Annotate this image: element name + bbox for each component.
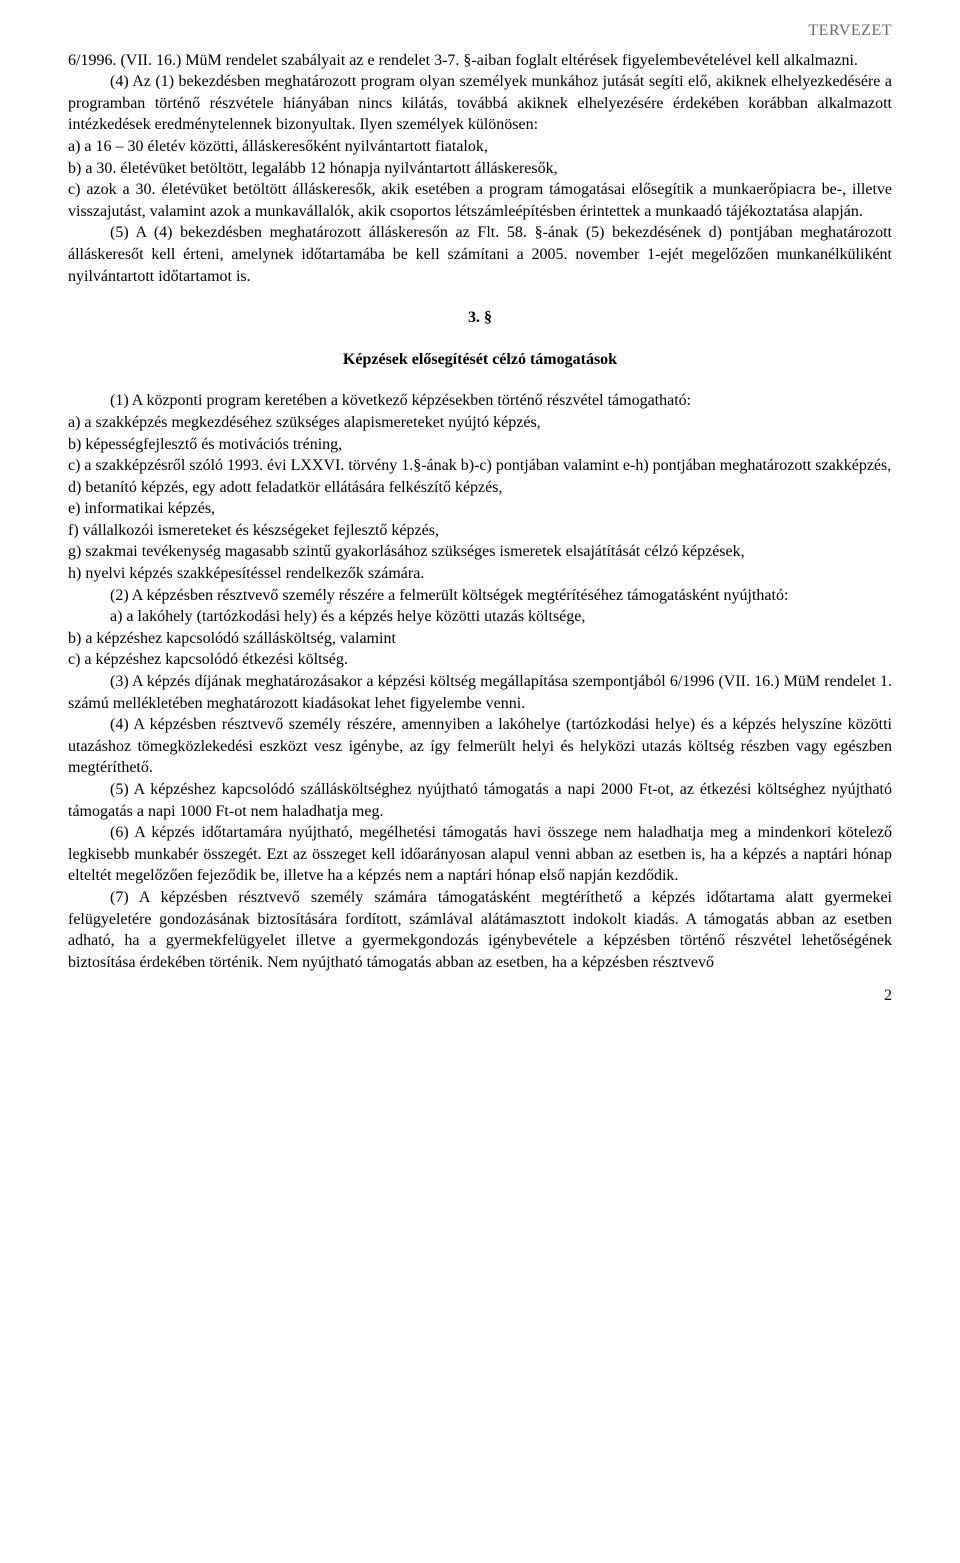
paragraph-s3-7: (7) A képzésben résztvevő személy számár…: [68, 887, 892, 973]
paragraph-5: (5) A (4) bekezdésben meghatározott állá…: [68, 222, 892, 287]
list-item-4a: a) a szakképzés megkezdéséhez szükséges …: [68, 412, 892, 434]
list-item-4f: f) vállalkozói ismereteket és készségeke…: [68, 520, 892, 542]
list-item-5a: a) a lakóhely (tartózkodási hely) és a k…: [68, 606, 892, 628]
paragraph-s3-6: (6) A képzés időtartamára nyújtható, meg…: [68, 822, 892, 887]
paragraph-s3-5: (5) A képzéshez kapcsolódó szállásköltsé…: [68, 779, 892, 822]
paragraph-intro: 6/1996. (VII. 16.) MüM rendelet szabálya…: [68, 50, 892, 72]
list-item-4c: c) a szakképzésről szóló 1993. évi LXXVI…: [68, 455, 892, 477]
section-title-3: Képzések elősegítését célzó támogatások: [68, 349, 892, 371]
list-item-4e: e) informatikai képzés,: [68, 498, 892, 520]
page-number: 2: [68, 985, 892, 1007]
list-item-4g: g) szakmai tevékenység magasabb szintű g…: [68, 541, 892, 563]
header-tervezet: TERVEZET: [68, 20, 892, 42]
paragraph-s3-2: (2) A képzésben résztvevő személy részér…: [68, 585, 892, 607]
paragraph-s3-3: (3) A képzés díjának meghatározásakor a …: [68, 671, 892, 714]
list-item-4b: b) képességfejlesztő és motivációs tréni…: [68, 434, 892, 456]
list-item-2b: b) a 30. életévüket betöltött, legalább …: [68, 158, 892, 180]
paragraph-s3-1: (1) A központi program keretében a követ…: [68, 390, 892, 412]
list-item-4h: h) nyelvi képzés szakképesítéssel rendel…: [68, 563, 892, 585]
list-item-5b: b) a képzéshez kapcsolódó szállásköltség…: [68, 628, 892, 650]
list-item-2a: a) a 16 – 30 életév közötti, álláskereső…: [68, 136, 892, 158]
section-number-3: 3. §: [68, 307, 892, 329]
list-item-4d: d) betanító képzés, egy adott feladatkör…: [68, 477, 892, 499]
paragraph-s3-4: (4) A képzésben résztvevő személy részér…: [68, 714, 892, 779]
list-item-2c: c) azok a 30. életévüket betöltött állás…: [68, 179, 892, 222]
paragraph-4: (4) Az (1) bekezdésben meghatározott pro…: [68, 71, 892, 136]
list-item-5c: c) a képzéshez kapcsolódó étkezési költs…: [68, 649, 892, 671]
